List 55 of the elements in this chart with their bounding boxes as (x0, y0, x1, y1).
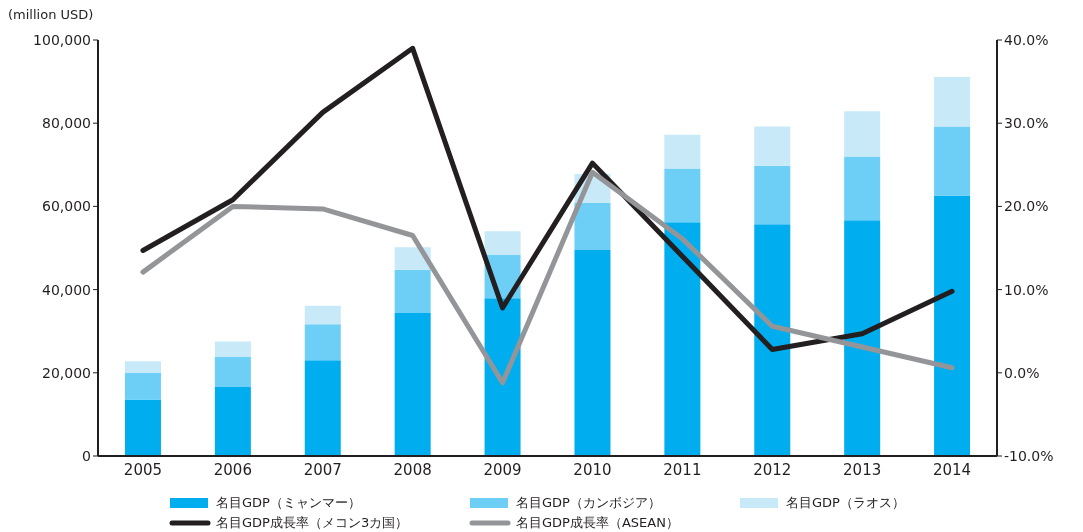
y2-tick-label: -10.0% (1004, 447, 1054, 464)
bar (304, 324, 341, 361)
x-tick-label: 2009 (483, 460, 522, 479)
y2-tick-label: 20.0% (1004, 198, 1049, 215)
bar (394, 269, 431, 313)
y2-tick-label: 40.0% (1004, 31, 1049, 48)
legend-label: 名目GDP成長率（メコン3カ国） (216, 514, 409, 532)
y-tick-label: 40,000 (42, 281, 91, 298)
bar (934, 195, 971, 456)
x-tick-label: 2005 (123, 460, 163, 479)
legend-label: 名目GDP（ラオス） (786, 494, 905, 512)
x-tick-label: 2007 (303, 460, 342, 479)
x-tick-label: 2010 (573, 460, 612, 479)
legend-label: 名目GDP成長率（ASEAN） (516, 514, 679, 532)
bar (934, 77, 971, 127)
y-axis-title: (million USD) (8, 7, 94, 23)
bar (394, 312, 431, 456)
bar (304, 305, 341, 325)
bar (214, 356, 251, 387)
bar (484, 231, 521, 256)
x-tick-label: 2011 (663, 460, 702, 479)
bar (484, 298, 521, 456)
bar (304, 360, 341, 456)
y2-tick-label: 30.0% (1004, 115, 1049, 132)
y-tick-label: 0 (82, 447, 91, 464)
bar (574, 250, 611, 456)
bar (844, 220, 881, 456)
bar (754, 126, 791, 166)
legend-label: 名目GDP（ミャンマー） (216, 494, 361, 512)
bar (754, 165, 791, 225)
bar (574, 202, 611, 251)
legend-label: 名目GDP（カンボジア） (516, 494, 661, 512)
x-tick-label: 2013 (843, 460, 882, 479)
y-tick-label: 80,000 (42, 115, 91, 132)
bar (124, 372, 161, 400)
y2-tick-label: 0.0% (1004, 364, 1040, 381)
y-tick-label: 60,000 (42, 198, 91, 215)
bar (664, 222, 701, 456)
bar (664, 168, 701, 223)
bar (934, 126, 971, 196)
y-tick-label: 20,000 (42, 364, 91, 381)
bar (124, 361, 161, 373)
y2-tick-label: 10.0% (1004, 281, 1049, 298)
x-tick-label: 2006 (213, 460, 252, 479)
x-tick-label: 2014 (932, 460, 972, 479)
x-tick-label: 2012 (753, 460, 792, 479)
bar (844, 111, 881, 157)
y-tick-label: 100,000 (33, 31, 91, 48)
bar (214, 341, 251, 357)
bar (124, 399, 161, 456)
bar (214, 386, 251, 456)
bar (844, 156, 881, 221)
x-tick-label: 2008 (393, 460, 432, 479)
bar (664, 134, 701, 169)
bar (754, 224, 791, 456)
